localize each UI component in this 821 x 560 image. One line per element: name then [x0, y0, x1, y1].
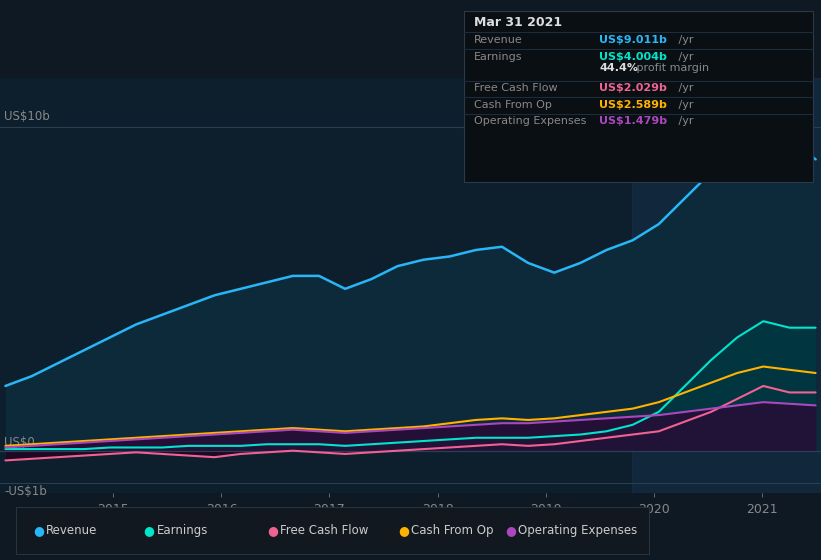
- Text: US$4.004b: US$4.004b: [599, 52, 667, 62]
- Text: 44.4%: 44.4%: [599, 63, 639, 73]
- Text: US$2.029b: US$2.029b: [599, 83, 667, 93]
- Text: US$10b: US$10b: [4, 110, 50, 123]
- Text: profit margin: profit margin: [633, 63, 709, 73]
- Text: ●: ●: [505, 524, 516, 538]
- Text: US$1.479b: US$1.479b: [599, 116, 667, 127]
- Text: Earnings: Earnings: [157, 524, 209, 538]
- Text: Operating Expenses: Operating Expenses: [474, 116, 586, 127]
- Text: Cash From Op: Cash From Op: [474, 100, 552, 110]
- Text: /yr: /yr: [675, 83, 694, 93]
- Text: Cash From Op: Cash From Op: [411, 524, 493, 538]
- Text: US$9.011b: US$9.011b: [599, 35, 667, 45]
- Text: ●: ●: [144, 524, 154, 538]
- Text: US$0: US$0: [4, 436, 34, 449]
- Text: /yr: /yr: [675, 100, 694, 110]
- Text: ●: ●: [33, 524, 44, 538]
- Text: Earnings: Earnings: [474, 52, 522, 62]
- Text: Operating Expenses: Operating Expenses: [518, 524, 637, 538]
- Text: Revenue: Revenue: [46, 524, 98, 538]
- Text: Free Cash Flow: Free Cash Flow: [280, 524, 369, 538]
- Text: /yr: /yr: [675, 52, 694, 62]
- Text: -US$1b: -US$1b: [4, 485, 47, 498]
- Text: /yr: /yr: [675, 116, 694, 127]
- Text: Free Cash Flow: Free Cash Flow: [474, 83, 557, 93]
- Text: /yr: /yr: [675, 35, 694, 45]
- Text: ●: ●: [267, 524, 277, 538]
- Bar: [632, 78, 821, 493]
- Text: Mar 31 2021: Mar 31 2021: [474, 16, 562, 29]
- Text: Revenue: Revenue: [474, 35, 522, 45]
- Text: ●: ●: [398, 524, 409, 538]
- Text: US$2.589b: US$2.589b: [599, 100, 667, 110]
